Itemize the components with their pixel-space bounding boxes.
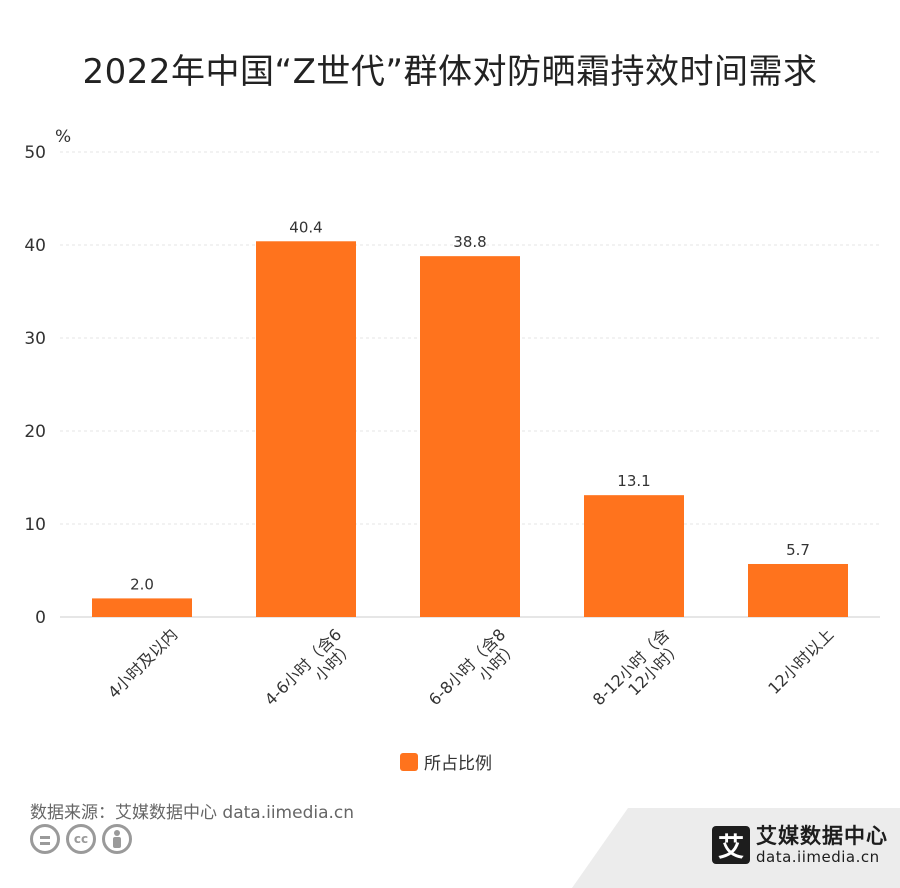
- data-label: 5.7: [786, 541, 810, 559]
- data-label: 38.8: [453, 233, 486, 251]
- source-note: 数据来源：艾媒数据中心 data.iimedia.cn: [30, 803, 355, 823]
- y-tick-label: 10: [24, 515, 46, 535]
- bar: [256, 241, 356, 617]
- data-label: 13.1: [617, 472, 650, 490]
- y-tick-label: 40: [24, 236, 46, 256]
- y-axis-unit: %: [55, 127, 71, 147]
- bar: [584, 495, 684, 617]
- x-tick-label-line: 12小时以上: [764, 625, 837, 698]
- brand-logo-icon: 艾: [712, 826, 750, 864]
- license-icons: cc: [30, 824, 138, 854]
- chart-title: 2022年中国“Z世代”群体对防晒霜持效时间需求: [82, 52, 818, 92]
- data-labels: 2.0 40.4 38.8 13.1 5.7: [130, 218, 810, 593]
- bar: [420, 256, 520, 617]
- data-label: 40.4: [289, 218, 322, 236]
- y-tick-label: 50: [24, 143, 46, 163]
- bars: [92, 241, 848, 617]
- bar: [92, 598, 192, 617]
- x-tick-label-line: 4小时及以内: [104, 625, 181, 702]
- data-label: 2.0: [130, 575, 154, 593]
- brand-name: 艾媒数据中心: [756, 824, 888, 848]
- x-tick-label: 12小时以上: [764, 625, 837, 698]
- legend-swatch: [400, 752, 418, 771]
- y-tick-labels: 0 10 20 30 40 50: [24, 143, 46, 628]
- bar: [748, 563, 848, 617]
- cc-icon: cc: [66, 824, 96, 854]
- y-tick-label: 20: [24, 422, 46, 442]
- brand-url: data.iimedia.cn: [756, 848, 880, 866]
- cc-by-icon: [102, 824, 132, 854]
- legend-label: 所占比例: [424, 754, 492, 774]
- cc-equal-icon: [30, 824, 60, 854]
- legend: 所占比例: [400, 749, 492, 774]
- y-tick-label: 30: [24, 329, 46, 349]
- y-tick-label: 0: [35, 608, 46, 628]
- brand-logo-block: 艾 艾媒数据中心 data.iimedia.cn: [712, 824, 888, 866]
- x-tick-label: 4小时及以内: [104, 625, 181, 702]
